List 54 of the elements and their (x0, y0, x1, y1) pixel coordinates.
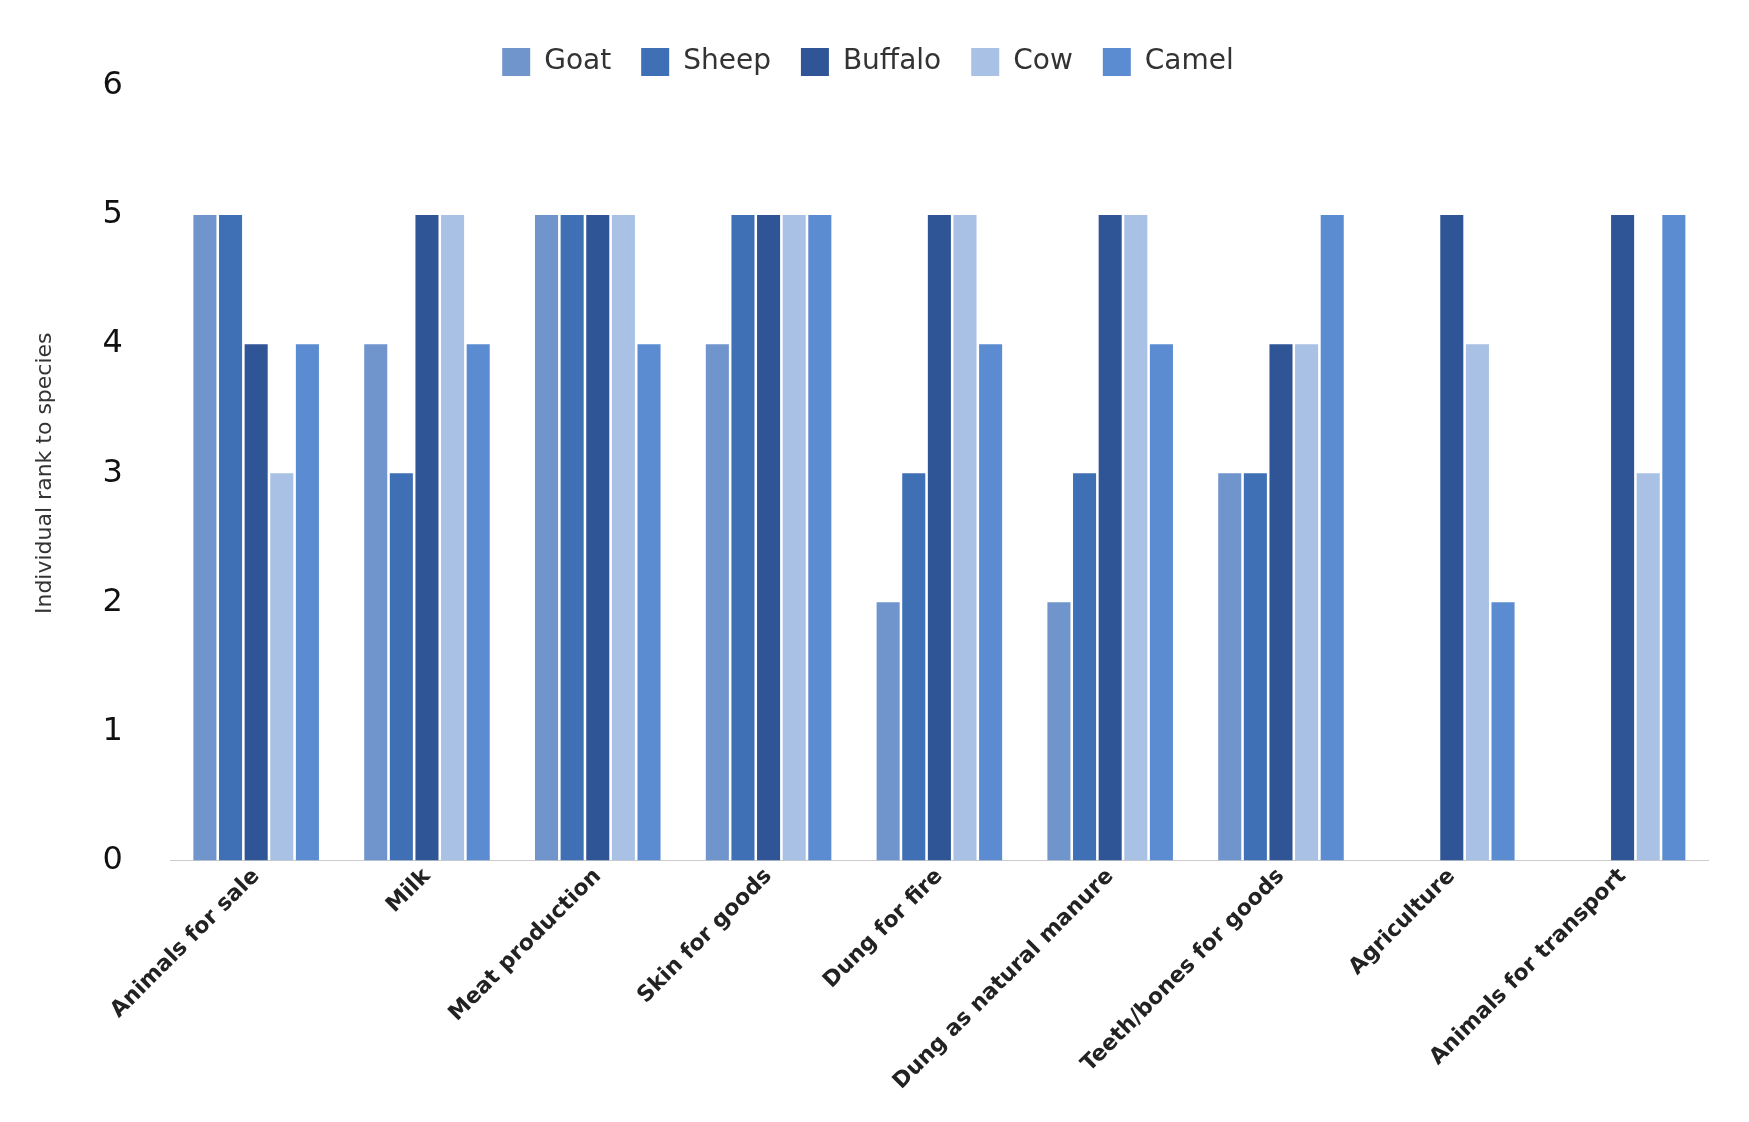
bar (611, 215, 635, 861)
bar (808, 215, 832, 861)
bar (1269, 344, 1293, 861)
bar (1243, 473, 1267, 861)
legend-label: Cow (1013, 43, 1073, 77)
bar (389, 473, 413, 861)
y-tick-label: 3 (102, 451, 123, 490)
bar (876, 602, 900, 861)
bar (415, 215, 439, 861)
y-tick-label: 1 (102, 709, 123, 748)
bar (1295, 344, 1319, 861)
bar (979, 344, 1003, 861)
bar (1149, 344, 1173, 861)
bar (782, 215, 806, 861)
y-tick-label: 4 (102, 322, 123, 361)
bar (1218, 473, 1242, 861)
bar (902, 473, 926, 861)
bar (1047, 602, 1071, 861)
legend-label: Camel (1144, 43, 1234, 77)
bar (441, 215, 465, 861)
bar (193, 215, 217, 861)
bar (1320, 215, 1344, 861)
bar (560, 215, 584, 861)
bar (466, 344, 490, 861)
bar (731, 215, 755, 861)
bar (1440, 215, 1464, 861)
legend-label: Goat (544, 43, 612, 77)
bar (705, 344, 729, 861)
bar (927, 215, 951, 861)
bar (586, 215, 610, 861)
bar (1124, 215, 1148, 861)
bar (1465, 344, 1489, 861)
bar (1636, 473, 1660, 861)
bar (364, 344, 388, 861)
y-tick-label: 6 (102, 64, 123, 103)
bar (1491, 602, 1515, 861)
y-axis-title: Individual rank to species (30, 332, 56, 615)
bar (757, 215, 781, 861)
bar (1098, 215, 1122, 861)
bar (1611, 215, 1635, 861)
y-tick-label: 2 (102, 580, 123, 619)
bar (953, 215, 977, 861)
legend-label: Buffalo (842, 43, 942, 77)
bar (219, 215, 243, 861)
bar (244, 344, 268, 861)
bar (1073, 473, 1097, 861)
y-tick-label: 0 (102, 838, 123, 877)
bar (1662, 215, 1686, 861)
y-tick-label: 5 (102, 193, 123, 232)
bar (270, 473, 294, 861)
bar (637, 344, 661, 861)
bar (535, 215, 559, 861)
legend-label: Sheep (683, 43, 771, 77)
bar (295, 344, 319, 861)
